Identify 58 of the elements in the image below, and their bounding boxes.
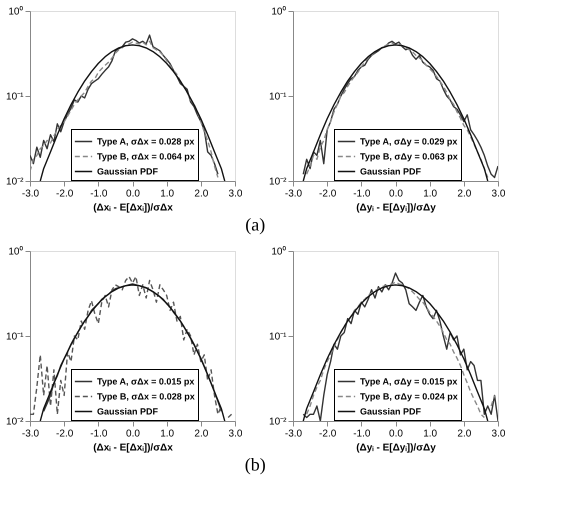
legend-label: Type B, σΔy = 0.063 px — [360, 152, 458, 162]
legend-label: Type B, σΔy = 0.024 px — [360, 392, 458, 402]
x-tick-label: -3.0 — [22, 428, 40, 440]
x-tick-label: 0.0 — [389, 188, 404, 200]
x-tick-label: 1.0 — [160, 188, 175, 200]
x-tick-label: 1.0 — [423, 428, 438, 440]
y-tick-label: 10⁻¹ — [269, 332, 288, 342]
y-tick-label: 10⁻² — [269, 416, 288, 428]
x-tick-label: 2.0 — [457, 188, 472, 200]
x-tick-label: 3.0 — [228, 428, 243, 440]
x-tick-label: 1.0 — [160, 428, 175, 440]
legend-label: Type A, σΔx = 0.028 px — [97, 136, 194, 146]
x-tick-label: -2.0 — [56, 428, 74, 440]
legend-label: Gaussian PDF — [97, 166, 159, 176]
legend-label: Type B, σΔx = 0.064 px — [97, 152, 195, 162]
legend-label: Gaussian PDF — [97, 406, 159, 416]
y-tick-label: 10⁻¹ — [6, 92, 24, 102]
x-tick-label: -3.0 — [284, 188, 303, 200]
y-tick-label: 10⁻¹ — [269, 92, 288, 102]
legend-label: Type A, σΔx = 0.015 px — [97, 376, 194, 386]
x-axis-title: (Δyᵢ - E[Δyᵢ])/σΔy — [356, 202, 436, 214]
x-tick-label: 2.0 — [194, 188, 209, 200]
x-tick-label: -2.0 — [319, 428, 337, 440]
y-tick-label: 10⁰ — [8, 6, 24, 18]
y-tick-label: 10⁻¹ — [6, 332, 24, 342]
y-tick-label: 10⁻² — [6, 176, 24, 188]
y-tick-label: 10⁰ — [8, 246, 24, 258]
y-tick-label: 10⁻² — [6, 416, 24, 428]
x-tick-label: -3.0 — [284, 428, 303, 440]
x-tick-label: -1.0 — [90, 428, 108, 440]
x-axis-title: (Δxᵢ - E[Δxᵢ])/σΔx — [93, 442, 174, 454]
x-tick-label: -1.0 — [90, 188, 108, 200]
x-tick-label: -1.0 — [353, 428, 371, 440]
legend-label: Type A, σΔy = 0.015 px — [360, 376, 458, 386]
x-tick-label: 3.0 — [492, 188, 506, 200]
legend-label: Gaussian PDF — [360, 166, 422, 176]
x-tick-label: -2.0 — [56, 188, 74, 200]
x-tick-label: 1.0 — [423, 188, 438, 200]
x-tick-label: 0.0 — [126, 188, 140, 200]
x-tick-label: -2.0 — [319, 188, 337, 200]
text: (a) — [245, 214, 266, 234]
y-tick-label: 10⁰ — [271, 246, 286, 258]
x-tick-label: 2.0 — [457, 428, 472, 440]
legend-label: Type A, σΔy = 0.029 px — [360, 136, 458, 146]
x-axis-title: (Δyᵢ - E[Δyᵢ])/σΔy — [356, 442, 436, 454]
x-tick-label: 0.0 — [389, 428, 404, 440]
x-tick-label: 0.0 — [126, 428, 140, 440]
text: (b) — [244, 454, 266, 474]
x-tick-label: 3.0 — [492, 428, 506, 440]
y-tick-label: 10⁰ — [271, 6, 286, 18]
legend-label: Gaussian PDF — [360, 406, 422, 416]
x-axis-title: (Δxᵢ - E[Δxᵢ])/σΔx — [93, 202, 174, 214]
x-tick-label: 3.0 — [228, 188, 243, 200]
y-tick-label: 10⁻² — [269, 176, 288, 188]
x-tick-label: 2.0 — [194, 428, 209, 440]
legend-label: Type B, σΔx = 0.028 px — [97, 392, 195, 402]
x-tick-label: -3.0 — [22, 188, 40, 200]
x-tick-label: -1.0 — [353, 188, 371, 200]
